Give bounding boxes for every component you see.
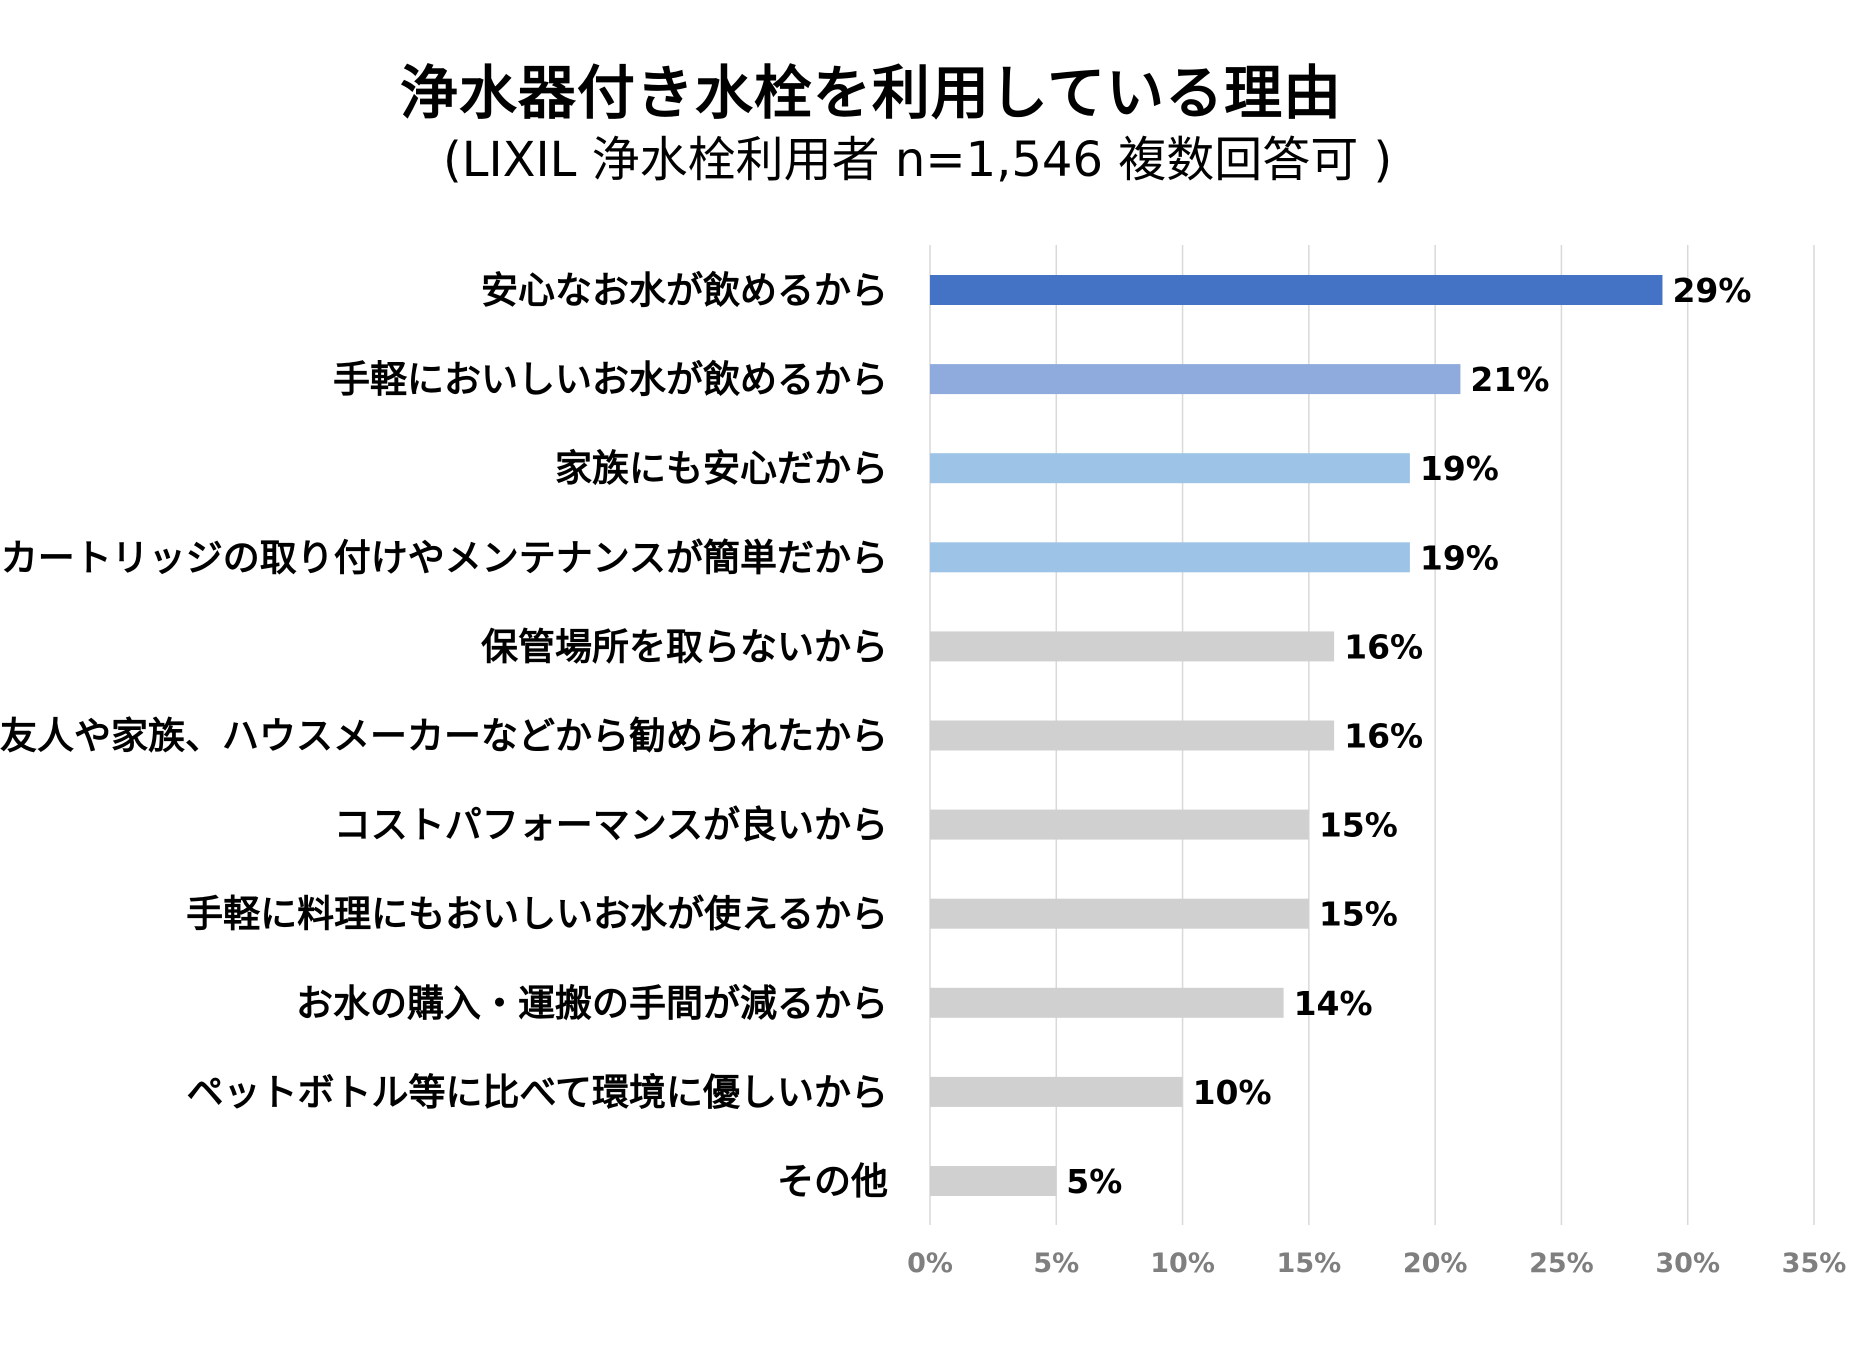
value-label-5: 16% (1344, 717, 1423, 756)
value-label-9: 10% (1193, 1073, 1272, 1112)
category-label-5: 友人や家族、ハウスメーカーなどから勧められたから (0, 715, 888, 758)
bar-1 (930, 364, 1461, 395)
bar-5 (930, 720, 1335, 751)
category-label-3: カートリッジの取り付けやメンテナンスが簡単だから (1, 536, 888, 579)
category-label-6: コストパフォーマンスが良いから (334, 804, 888, 847)
category-label-0: 安心なお水が飲めるから (481, 269, 888, 312)
bar-7 (930, 898, 1309, 929)
x-tick-label-5: 5% (1033, 1248, 1079, 1279)
chart-subtitle: (LIXIL 浄水栓利用者 n=1,546 複数回答可 ) (443, 132, 1393, 188)
category-label-4: 保管場所を取らないから (481, 625, 888, 668)
category-label-9: ペットボトル等に比べて環境に優しいから (186, 1071, 888, 1114)
x-tick-label-15: 15% (1277, 1248, 1342, 1279)
category-label-7: 手軽に料理にもおいしいお水が使えるから (186, 893, 888, 936)
x-axis-tick-labels: 0% 5% 10% 15% 20% 25% 30% 35% (907, 1248, 1846, 1279)
bar-8 (930, 987, 1284, 1018)
chart-title: 浄水器付き水栓を利用している理由 (399, 59, 1343, 127)
category-label-8: お水の購入・運搬の手間が減るから (296, 982, 888, 1025)
value-label-6: 15% (1319, 806, 1398, 845)
value-label-3: 19% (1420, 538, 1499, 577)
bar-6 (930, 809, 1309, 840)
value-labels: 29% 21% 19% 19% 16% 16% 15% 15% 14% 10% 5% (1066, 271, 1751, 1201)
x-tick-label-10: 10% (1150, 1248, 1215, 1279)
x-tick-label-20: 20% (1403, 1248, 1468, 1279)
value-label-4: 16% (1344, 627, 1423, 666)
x-tick-label-35: 35% (1782, 1248, 1847, 1279)
category-labels: 安心なお水が飲めるから手軽においしいお水が飲めるから家族にも安心だからカートリッ… (0, 269, 888, 1203)
x-tick-label-25: 25% (1529, 1248, 1594, 1279)
bar-3 (930, 542, 1410, 573)
value-label-2: 19% (1420, 449, 1499, 488)
bars (930, 275, 1663, 1196)
category-label-10: その他 (777, 1160, 888, 1203)
bar-10 (930, 1166, 1057, 1196)
value-label-7: 15% (1319, 895, 1398, 934)
bar-4 (930, 631, 1335, 662)
bar-2 (930, 453, 1410, 484)
bar-0 (930, 275, 1663, 305)
x-tick-label-0: 0% (907, 1248, 953, 1279)
value-label-0: 29% (1672, 271, 1751, 310)
category-label-2: 家族にも安心だから (555, 447, 888, 490)
value-label-10: 5% (1066, 1162, 1122, 1201)
bar-9 (930, 1076, 1183, 1107)
value-label-1: 21% (1470, 360, 1549, 399)
value-label-8: 14% (1294, 984, 1373, 1023)
x-tick-label-30: 30% (1655, 1248, 1720, 1279)
category-label-1: 手軽においしいお水が飲めるから (333, 358, 888, 401)
